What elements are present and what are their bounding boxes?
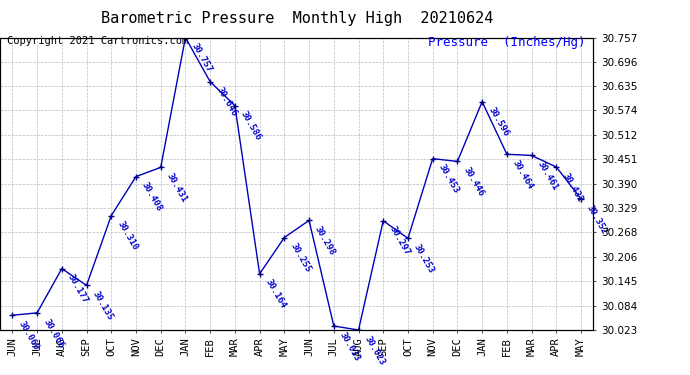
Text: 30.757: 30.757: [190, 42, 213, 74]
Text: 30.298: 30.298: [313, 225, 337, 257]
Text: 30.310: 30.310: [115, 220, 139, 252]
Text: 30.135: 30.135: [90, 290, 115, 322]
Text: Copyright 2021 Cartronics.com: Copyright 2021 Cartronics.com: [7, 36, 188, 46]
Text: 30.066: 30.066: [41, 317, 65, 350]
Text: 30.408: 30.408: [140, 181, 164, 213]
Text: 30.596: 30.596: [486, 106, 510, 138]
Text: 30.446: 30.446: [462, 166, 486, 198]
Text: 30.297: 30.297: [387, 225, 411, 257]
Text: 30.464: 30.464: [511, 158, 535, 191]
Text: 30.164: 30.164: [264, 278, 288, 310]
Text: 30.432: 30.432: [560, 171, 584, 204]
Text: 30.255: 30.255: [288, 242, 313, 274]
Text: 30.352: 30.352: [585, 203, 609, 236]
Text: 30.646: 30.646: [215, 86, 238, 118]
Text: 30.060: 30.060: [17, 320, 41, 352]
Text: 30.586: 30.586: [239, 110, 263, 142]
Text: 30.177: 30.177: [66, 273, 90, 305]
Text: 30.461: 30.461: [535, 160, 560, 192]
Text: 30.453: 30.453: [437, 163, 461, 195]
Text: Pressure  (Inches/Hg): Pressure (Inches/Hg): [428, 36, 585, 49]
Text: 30.033: 30.033: [338, 330, 362, 363]
Text: 30.431: 30.431: [165, 172, 189, 204]
Text: 30.023: 30.023: [363, 334, 386, 367]
Text: Barometric Pressure  Monthly High  20210624: Barometric Pressure Monthly High 2021062…: [101, 11, 493, 26]
Text: 30.253: 30.253: [412, 243, 436, 275]
